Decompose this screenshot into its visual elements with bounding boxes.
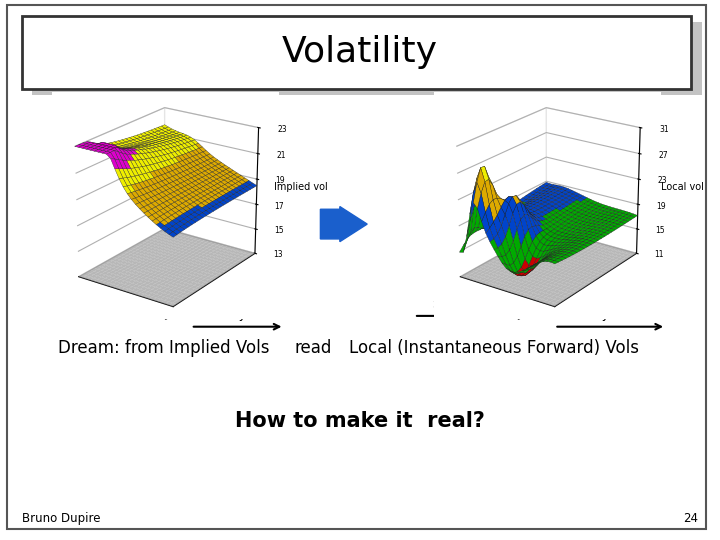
Text: Volatility: Volatility (282, 36, 438, 69)
Text: Dream: from Implied Vols: Dream: from Implied Vols (58, 339, 269, 357)
Text: 24: 24 (683, 512, 698, 525)
Text: Strike: Strike (432, 298, 468, 310)
Text: Maturity: Maturity (194, 308, 246, 321)
Text: Bruno Dupire: Bruno Dupire (22, 512, 100, 525)
FancyArrow shape (320, 206, 367, 241)
FancyBboxPatch shape (7, 5, 706, 529)
Text: Local (Instantaneous Forward) Vols: Local (Instantaneous Forward) Vols (349, 339, 639, 357)
Text: How to make it  real?: How to make it real? (235, 411, 485, 431)
FancyBboxPatch shape (22, 16, 691, 89)
Text: read: read (294, 339, 332, 357)
Text: Maturity: Maturity (558, 308, 610, 321)
Text: Strike: Strike (83, 298, 119, 310)
FancyBboxPatch shape (32, 22, 702, 94)
